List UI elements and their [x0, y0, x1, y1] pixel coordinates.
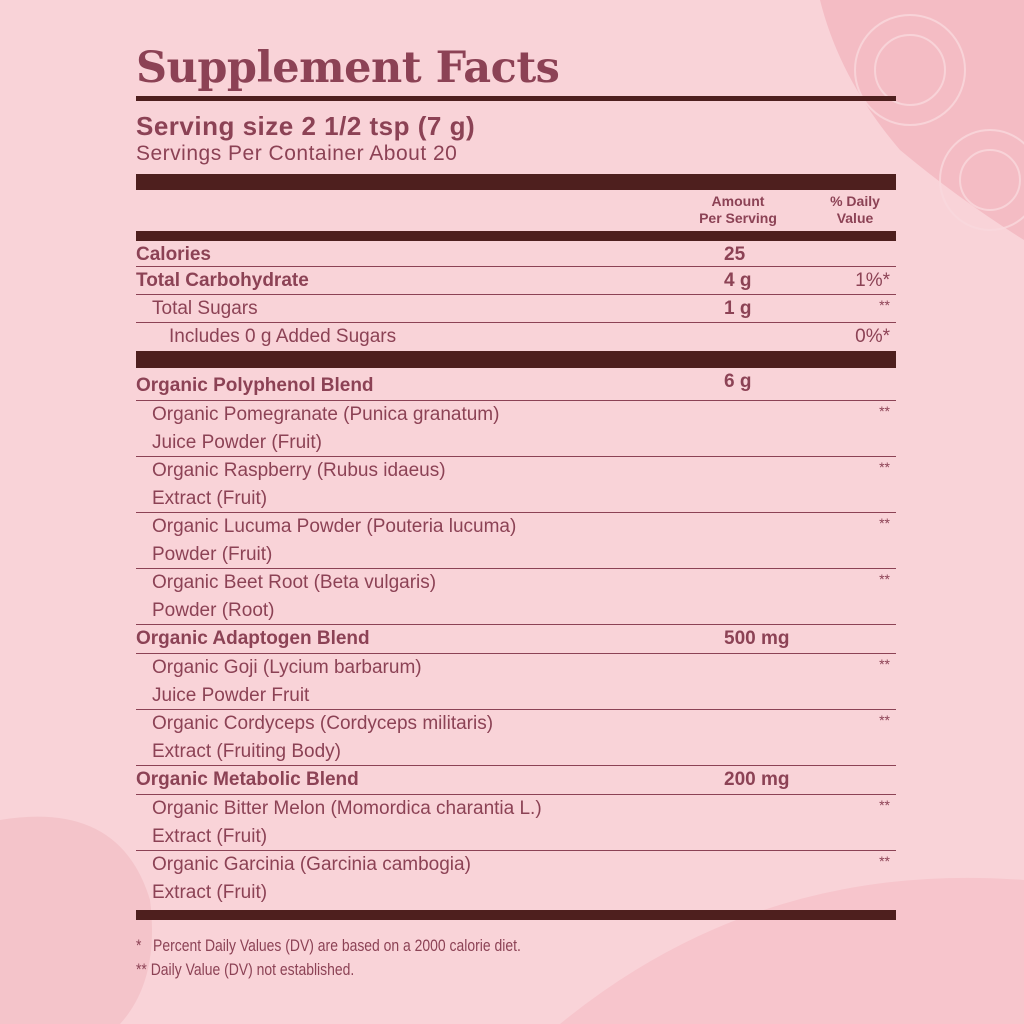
nutrient-name: Organic Bitter Melon (Momordica charanti…: [152, 798, 542, 847]
nutrient-row: Organic Raspberry (Rubus idaeus) Extract …: [136, 457, 896, 513]
daily-value: 1%*: [855, 270, 890, 291]
daily-value: **: [879, 853, 890, 869]
nutrient-row: Organic Goji (Lycium barbarum) Juice Powd…: [136, 654, 896, 710]
daily-value: **: [879, 459, 890, 475]
nutrient-name: Organic Metabolic Blend: [136, 769, 359, 790]
footnotes: * Percent Daily Values (DV) are based on…: [136, 934, 521, 982]
footnote: ** Daily Value (DV) not established.: [136, 960, 355, 979]
nutrient-name: Organic Beet Root (Beta vulgaris) Powder …: [152, 572, 437, 621]
label-title: Supplement Facts: [136, 43, 560, 93]
nutrient-row: Total Carbohydrate 4 g 1%*: [136, 267, 896, 295]
nutrient-name: Organic Polyphenol Blend: [136, 375, 374, 396]
column-header: Amount Per Serving % Daily Value: [136, 190, 896, 231]
nutrient-name: Organic Lucuma Powder (Pouteria lucuma) P…: [152, 516, 517, 565]
amount: 1 g: [724, 298, 752, 319]
nutrient-row: Organic Adaptogen Blend 500 mg: [136, 625, 896, 654]
nutrient-row: Calories 25: [136, 241, 896, 267]
nutrient-name: Total Sugars: [152, 298, 258, 319]
nutrient-name: Total Carbohydrate: [136, 270, 309, 291]
amount: 4 g: [724, 270, 752, 291]
daily-value: **: [879, 797, 890, 813]
nutrient-row: Organic Garcinia (Garcinia cambogia) Extr…: [136, 851, 896, 910]
nutrient-name: Organic Garcinia (Garcinia cambogia) Extr…: [152, 854, 471, 903]
nutrient-name: Organic Raspberry (Rubus idaeus) Extract …: [152, 460, 446, 509]
daily-value: **: [879, 515, 890, 531]
nutrient-row: Organic Cordyceps (Cordyceps militaris) E…: [136, 710, 896, 766]
thick-divider: [136, 174, 896, 190]
nutrient-row: Organic Pomegranate (Punica granatum) Jui…: [136, 401, 896, 457]
thick-divider: [136, 231, 896, 241]
nutrient-row: Total Sugars 1 g **: [136, 295, 896, 323]
daily-value: **: [879, 571, 890, 587]
daily-value: **: [879, 656, 890, 672]
daily-value-header: % Daily Value: [830, 193, 880, 226]
nutrient-name: Organic Pomegranate (Punica granatum) Jui…: [152, 404, 500, 453]
amount: 200 mg: [724, 769, 790, 790]
daily-value: 0%*: [855, 326, 890, 347]
amount: 500 mg: [724, 628, 790, 649]
nutrient-row: Organic Polyphenol Blend 6 g: [136, 368, 896, 401]
daily-value: **: [879, 403, 890, 419]
amount-header: Amount Per Serving: [699, 193, 777, 226]
thick-divider: [136, 910, 896, 920]
daily-value: **: [879, 712, 890, 728]
nutrient-name: Organic Cordyceps (Cordyceps militaris) E…: [152, 713, 494, 762]
amount: 6 g: [724, 371, 752, 392]
nutrient-name: Includes 0 g Added Sugars: [169, 326, 397, 347]
nutrient-row: Includes 0 g Added Sugars 0%*: [136, 323, 896, 351]
serving-size: Serving size 2 1/2 tsp (7 g): [136, 111, 476, 141]
thick-divider: [136, 351, 896, 368]
nutrient-name: Organic Adaptogen Blend: [136, 628, 370, 649]
nutrient-row: Organic Metabolic Blend 200 mg: [136, 766, 896, 795]
nutrient-name: Organic Goji (Lycium barbarum) Juice Powd…: [152, 657, 422, 706]
servings-per-container: Servings Per Container About 20: [136, 142, 458, 165]
nutrient-row: Organic Lucuma Powder (Pouteria lucuma) P…: [136, 513, 896, 569]
supplement-facts-label: Supplement Facts Serving size 2 1/2 tsp …: [136, 40, 896, 920]
nutrient-row: Organic Beet Root (Beta vulgaris) Powder …: [136, 569, 896, 625]
nutrient-row: Organic Bitter Melon (Momordica charanti…: [136, 795, 896, 851]
divider: [136, 96, 896, 101]
daily-value: **: [879, 297, 890, 313]
footnote: * Percent Daily Values (DV) are based on…: [136, 936, 521, 955]
nutrient-name: Calories: [136, 244, 211, 265]
amount: 25: [724, 244, 746, 265]
